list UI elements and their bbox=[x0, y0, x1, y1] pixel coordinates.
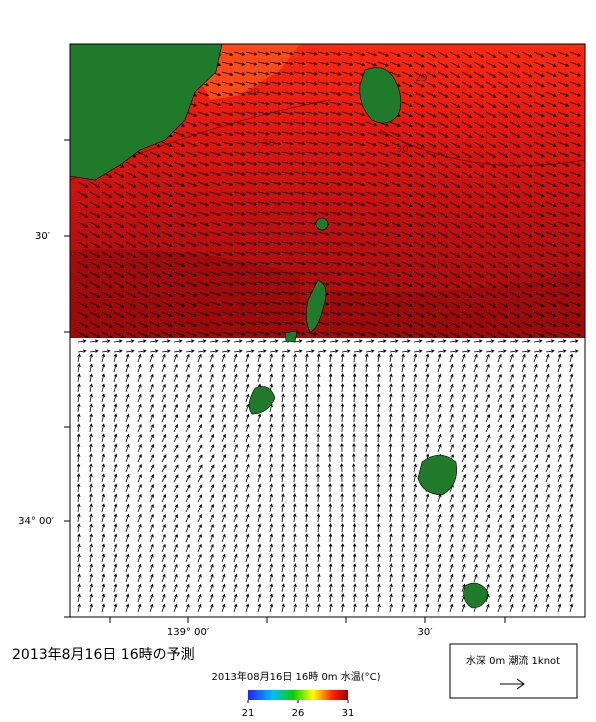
colorbar-tick-label: 31 bbox=[342, 708, 355, 719]
island bbox=[306, 279, 327, 333]
legend-arrow bbox=[500, 678, 525, 690]
islands bbox=[70, 44, 489, 609]
contour-label: 30 bbox=[262, 138, 275, 149]
map-area bbox=[70, 44, 585, 617]
island bbox=[284, 330, 298, 343]
lon-label: 30′ bbox=[418, 627, 434, 638]
island bbox=[315, 217, 329, 231]
lat-label: 30′ bbox=[35, 231, 51, 242]
contour-label: 30 bbox=[396, 144, 409, 155]
contour bbox=[379, 129, 585, 167]
caption: 2013年8月16日 16時の予測 bbox=[12, 647, 195, 663]
land bbox=[70, 44, 223, 181]
legend-label: 水深 0m 潮流 1knot bbox=[466, 654, 560, 667]
legend-box bbox=[449, 643, 578, 699]
colorbar-title: 2013年08月16日 16時 0m 水温(°C) bbox=[211, 670, 380, 683]
colorbar-tick-label: 21 bbox=[242, 708, 255, 719]
colorbar bbox=[248, 690, 348, 700]
contour-label: 29 bbox=[415, 73, 428, 84]
colorbar-ticks: 21 26 31 bbox=[242, 700, 355, 719]
island bbox=[359, 67, 402, 124]
sea bbox=[70, 338, 585, 617]
warm-patch bbox=[200, 44, 300, 100]
contour-label: 31 bbox=[237, 306, 250, 317]
sst-band bbox=[330, 270, 585, 338]
lat-label: 34° 00′ bbox=[18, 516, 55, 527]
frame-ticks bbox=[64, 139, 506, 623]
map-frame bbox=[69, 43, 586, 618]
sst-band bbox=[70, 249, 300, 338]
lon-label: 139° 00′ bbox=[167, 627, 210, 638]
contour-label: 29 bbox=[247, 87, 260, 98]
island bbox=[463, 582, 489, 609]
colorbar-tick-label: 26 bbox=[292, 708, 305, 719]
island bbox=[248, 386, 276, 415]
island bbox=[417, 454, 457, 496]
contour-label: 31 bbox=[393, 306, 406, 317]
